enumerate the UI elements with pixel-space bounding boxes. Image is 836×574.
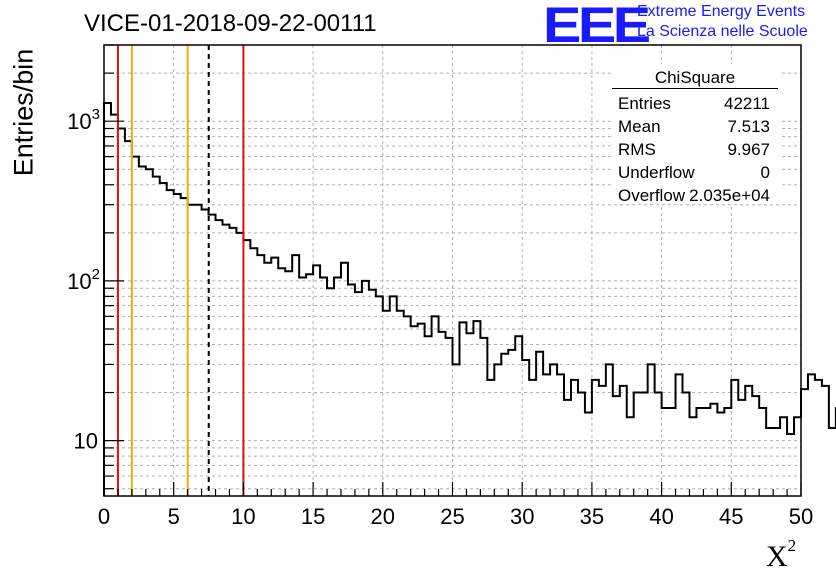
stats-row-entries: Entries 42211	[618, 94, 770, 114]
x-tick-label: 0	[98, 504, 110, 529]
stats-title: ChiSquare	[654, 68, 736, 87]
x-tick-label: 45	[719, 504, 743, 529]
stats-value: 9.967	[727, 140, 770, 159]
stats-value: 0	[760, 163, 770, 182]
x-tick-label: 50	[789, 504, 813, 529]
x-tick-label: 35	[580, 504, 604, 529]
stats-value: 42211	[723, 94, 770, 113]
x-tick-label: 5	[168, 504, 180, 529]
eee-logo: EEE	[543, 0, 651, 53]
x-axis-label-exponent: 2	[787, 536, 797, 555]
histogram-steps	[103, 102, 836, 496]
x-tick-label: 40	[649, 504, 673, 529]
x-tick-label: 10	[231, 504, 255, 529]
stats-value: 7.513	[727, 117, 770, 136]
stats-row-underflow: Underflow 0	[618, 163, 770, 183]
x-tick-label: 25	[440, 504, 464, 529]
x-tick-label: 20	[371, 504, 395, 529]
stats-row-mean: Mean 7.513	[618, 117, 770, 137]
stats-value: 2.035e+04	[689, 186, 770, 205]
x-tick-label: 15	[301, 504, 325, 529]
y-tick-label: 10	[74, 429, 98, 454]
logo-caption-line1: Extreme Energy Events	[637, 3, 806, 20]
y-tick-label: 102	[67, 266, 100, 294]
stats-label: Mean	[618, 117, 661, 136]
stats-row-rms: RMS 9.967	[618, 140, 770, 160]
run-title: VICE-01-2018-09-22-00111	[84, 10, 377, 37]
x-axis-label-base: X	[766, 540, 788, 573]
stats-label: Overflow	[618, 186, 686, 205]
x-tick-label: 30	[510, 504, 534, 529]
stats-box: ChiSquare Entries 42211 Mean 7.513 RMS 9…	[612, 64, 780, 206]
y-tick-label: 103	[67, 106, 100, 134]
stats-label: Entries	[618, 94, 671, 113]
stats-label: Underflow	[618, 163, 695, 182]
stats-divider	[612, 88, 778, 89]
stats-label: RMS	[618, 140, 656, 159]
logo-caption-line2: La Scienza nelle Scuole	[637, 23, 808, 40]
stats-row-overflow: Overflow 2.035e+04	[618, 186, 770, 206]
x-axis-label: X2	[766, 536, 796, 574]
y-axis-label: Entries/bin	[8, 48, 39, 177]
